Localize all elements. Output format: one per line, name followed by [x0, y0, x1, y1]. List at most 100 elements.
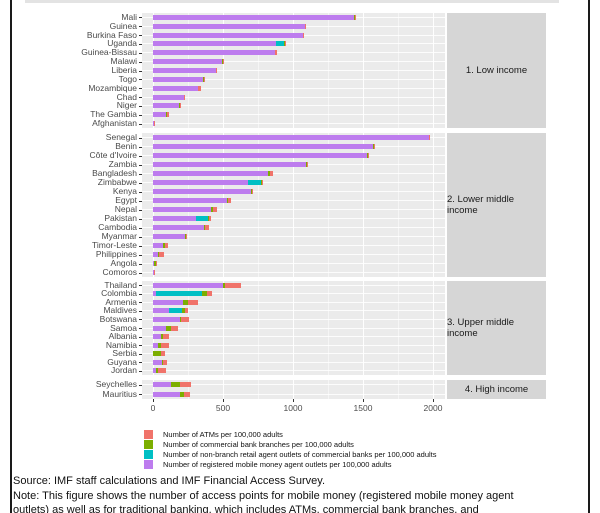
bar-segment-mobile_money_agents: [153, 299, 184, 305]
y-tick-mark: [139, 26, 142, 28]
gridline-row: [142, 370, 445, 372]
bar-segment-mobile_money_agents: [153, 162, 307, 167]
bar-segment-bank_branches: [373, 144, 374, 149]
x-tick-label: 2000: [423, 403, 443, 413]
gridline-major: [293, 133, 294, 277]
bar-nepal: [153, 207, 217, 212]
x-tick-mark: [153, 399, 154, 402]
gridline-row: [142, 173, 445, 174]
gridline-major: [363, 133, 364, 277]
country-label-chad: Chad: [116, 91, 137, 102]
bar-segment-atms: [181, 316, 189, 322]
bar-segment-mobile_money_agents: [153, 85, 198, 91]
bar-segment-bank_branches: [251, 189, 252, 194]
country-label-mali: Mali: [121, 11, 137, 22]
bar-segment-mobile_money_agents: [153, 382, 172, 388]
country-label-maldives: Maldives: [103, 305, 137, 316]
gridline-minor: [328, 133, 329, 277]
y-tick-mark: [139, 263, 142, 265]
bar-segment-mobile_money_agents: [153, 316, 181, 322]
bar-segment-mobile_money_agents: [153, 207, 211, 212]
facet-panel-1-low-income: [142, 13, 445, 128]
bar-segment-bank_branches: [197, 85, 199, 91]
y-tick-mark: [139, 105, 142, 107]
bar-segment-nonbranch_retail_agents: [196, 216, 208, 221]
country-label-senegal: Senegal: [105, 132, 137, 142]
y-tick-mark: [139, 200, 142, 202]
gridline-major: [433, 380, 434, 399]
gridline-minor: [398, 380, 399, 399]
bar-segment-atms: [284, 41, 286, 47]
bar-segment-mobile_money_agents: [153, 261, 155, 266]
bar-the-gambia: [153, 112, 169, 118]
bar-segment-mobile_money_agents: [153, 391, 181, 397]
bar-segment-mobile_money_agents: [153, 14, 355, 20]
bar-segment-bank_branches: [274, 50, 276, 56]
bar-segment-bank_branches: [302, 32, 304, 38]
bar-chad: [153, 94, 185, 100]
gridline-row: [142, 384, 445, 386]
y-tick-mark: [139, 336, 142, 338]
gridline-major: [433, 133, 434, 277]
bar-uganda: [153, 41, 286, 47]
bar-maldives: [153, 308, 189, 314]
gridline-row: [142, 191, 445, 192]
bar-segment-mobile_money_agents: [153, 68, 216, 73]
y-tick-mark: [139, 173, 142, 175]
facet-strip-1-low-income: 1. Low income: [447, 13, 546, 128]
bar-egypt: [153, 198, 232, 203]
gridline-row: [142, 78, 445, 80]
country-label-liberia: Liberia: [111, 65, 137, 75]
bar-segment-atms: [213, 207, 217, 212]
bar-segment-mobile_money_agents: [153, 291, 156, 297]
country-label-benin: Benin: [115, 141, 137, 151]
bar-bangladesh: [153, 171, 273, 176]
gridline-major: [223, 380, 224, 399]
bar-segment-atms: [251, 189, 254, 194]
country-label-angola: Angola: [110, 258, 137, 268]
bar-segment-nonbranch_retail_agents: [155, 291, 202, 297]
bar-segment-bank_branches: [180, 391, 185, 397]
bar-segment-bank_branches: [181, 308, 185, 314]
y-tick-mark: [139, 209, 142, 211]
country-label-pakistan: Pakistan: [104, 213, 137, 223]
bar-segment-atms: [165, 243, 168, 248]
bar-segment-atms: [163, 334, 170, 340]
bar-zimbabwe: [153, 180, 263, 185]
bar-samoa: [153, 325, 178, 331]
bar-segment-atms: [159, 252, 164, 257]
x-tick-label: 0: [150, 403, 156, 413]
legend-swatch-atms: [144, 430, 153, 439]
bar-segment-bank_branches: [161, 334, 164, 340]
bar-segment-atms: [203, 76, 205, 82]
country-label-malawi: Malawi: [110, 56, 137, 67]
legend-item-mobile_money_agents: Number of registered mobile money agent …: [144, 460, 391, 469]
bar-segment-mobile_money_agents: [153, 144, 374, 149]
gridline-row: [142, 361, 445, 363]
gridline-major: [363, 380, 364, 399]
bar-segment-atms: [224, 282, 242, 288]
bar-segment-mobile_money_agents: [153, 180, 248, 185]
bar-mozambique: [153, 85, 201, 91]
country-label-namibia: Namibia: [105, 339, 137, 350]
gridline-row: [142, 236, 445, 237]
y-tick-mark: [139, 52, 142, 54]
y-tick-mark: [139, 370, 142, 372]
country-label-cambodia: Cambodia: [98, 222, 137, 232]
bar-segment-bank_branches: [428, 135, 430, 140]
country-label-myanmar: Myanmar: [101, 231, 137, 241]
gridline-row: [142, 245, 445, 246]
bar-albania: [153, 334, 170, 340]
bar-segment-mobile_money_agents: [153, 252, 159, 257]
country-label-uganda: Uganda: [107, 38, 137, 49]
gridline-row: [142, 318, 445, 320]
bar-segment-mobile_money_agents: [153, 41, 276, 47]
gridline-row: [142, 293, 445, 295]
bar-segment-bank_branches: [306, 162, 307, 167]
gridline-row: [142, 254, 445, 255]
country-label-mauritius: Mauritius: [102, 388, 137, 399]
legend-swatch-bank_branches: [144, 440, 153, 449]
y-tick-mark: [139, 164, 142, 166]
y-tick-mark: [139, 319, 142, 321]
bar-segment-mobile_money_agents: [153, 50, 275, 56]
